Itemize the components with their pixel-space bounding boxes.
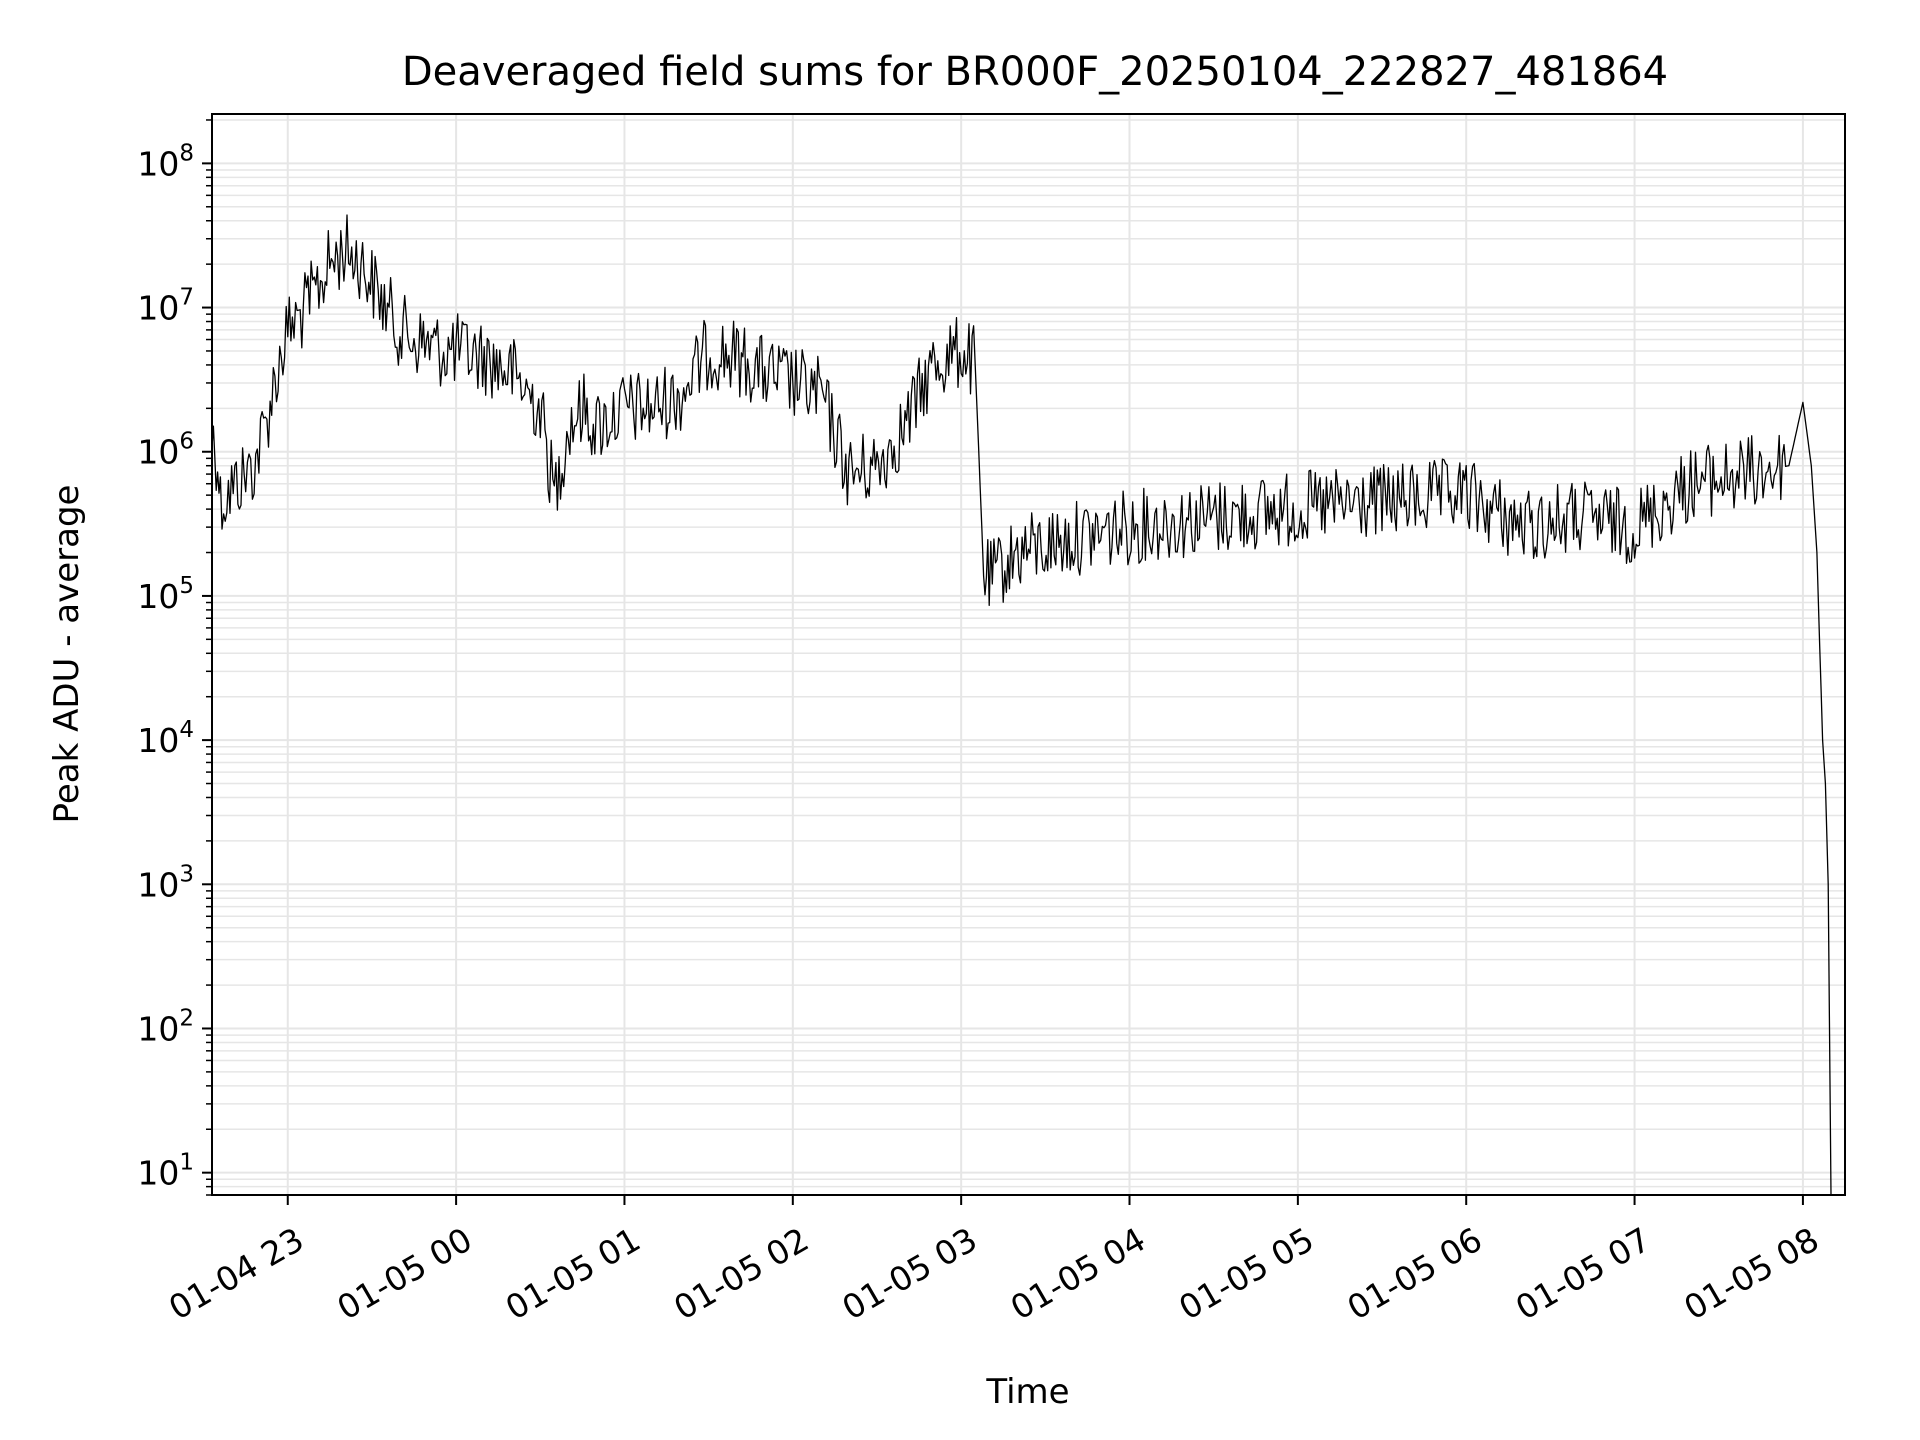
y-tick-label: 106 xyxy=(137,429,194,472)
chart-title: Deaveraged field sums for BR000F_2025010… xyxy=(402,49,1668,95)
series-group xyxy=(211,214,1832,1196)
y-tick-label: 101 xyxy=(137,1150,194,1193)
y-tick-label: 107 xyxy=(137,285,194,328)
plot-frame xyxy=(211,113,1846,1196)
y-axis-label: Peak ADU - average xyxy=(47,485,87,824)
y-axis: 101 102 103 104 105 106 107 108 xyxy=(137,119,212,1196)
series-line xyxy=(211,214,1832,1196)
grid xyxy=(212,114,1845,1196)
y-tick-label: 105 xyxy=(137,573,194,616)
y-tick-label: 102 xyxy=(137,1005,194,1048)
x-axis-label: Time xyxy=(985,1372,1069,1412)
y-tick-label: 104 xyxy=(137,717,194,760)
y-tick-label: 108 xyxy=(137,140,194,183)
y-tick-label: 103 xyxy=(137,861,194,904)
